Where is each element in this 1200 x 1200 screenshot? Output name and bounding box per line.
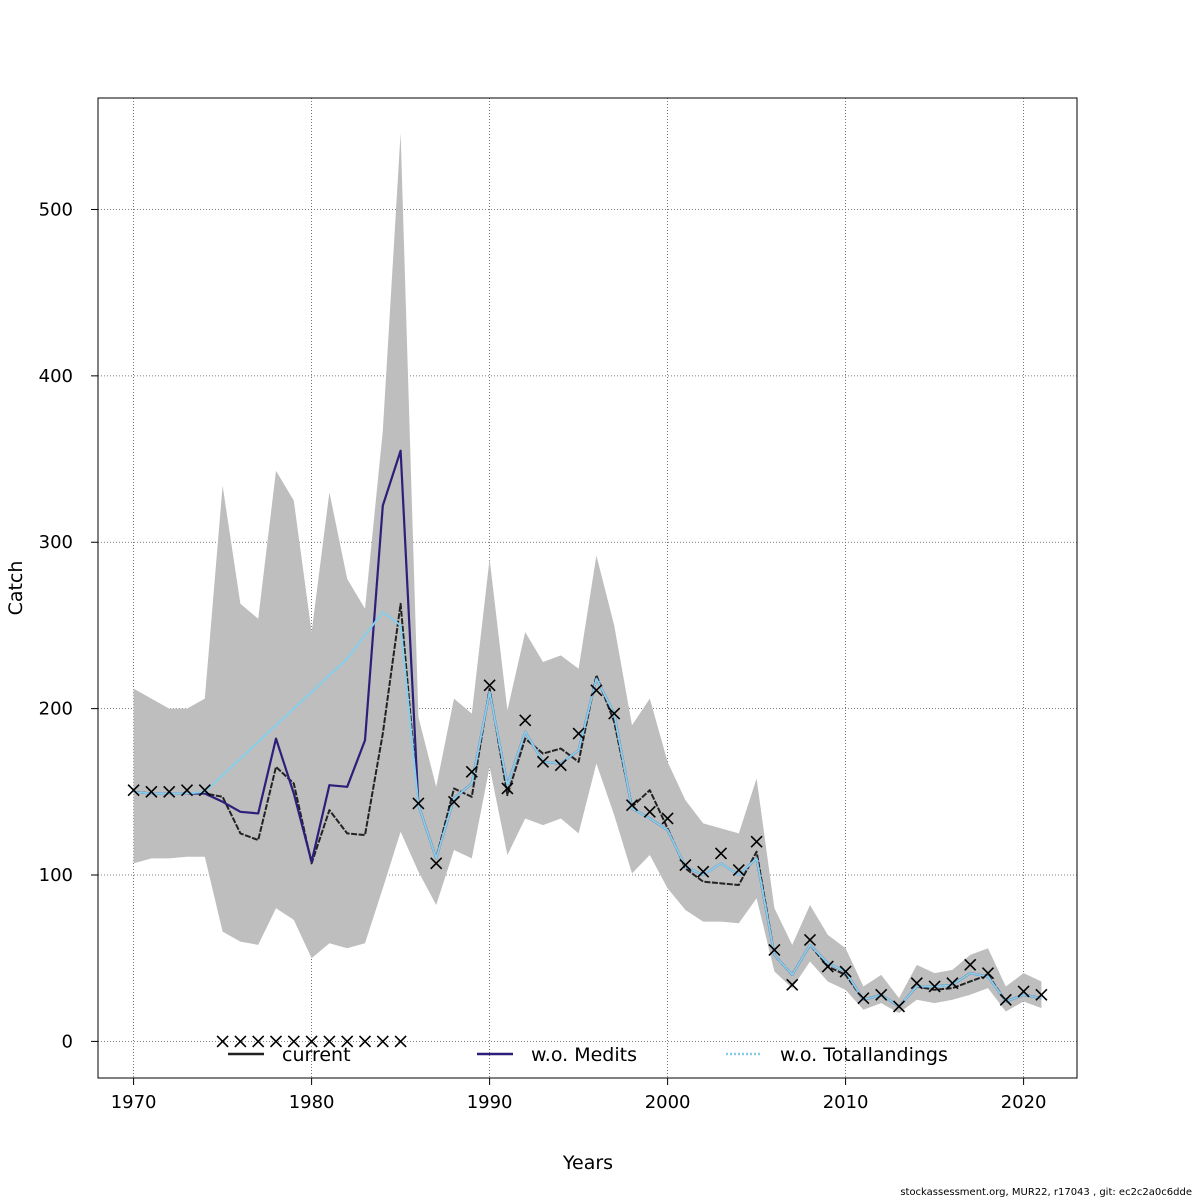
confidence-band-area: [133, 132, 1042, 1014]
x-tick-label: 2010: [823, 1092, 869, 1113]
observation-marker: [661, 812, 674, 825]
legend-label-wo-medits: w.o. Medits: [531, 1044, 637, 1066]
x-tick-label: 1970: [111, 1092, 157, 1113]
observation-marker: [252, 1035, 265, 1048]
observation-marker: [305, 1035, 318, 1048]
x-tick-label: 1980: [289, 1092, 335, 1113]
observation-marker: [928, 980, 941, 993]
observation-marker: [358, 1035, 372, 1048]
observation-marker: [323, 1035, 336, 1048]
observation-marker: [180, 784, 194, 797]
observation-marker: [216, 1035, 229, 1048]
observation-marker: [430, 857, 443, 870]
observation-marker: [269, 1035, 283, 1048]
observation-marker: [536, 755, 550, 768]
observation-marker: [572, 727, 585, 740]
observation-marker: [554, 759, 567, 772]
observation-marker: [697, 865, 710, 878]
observation-marker: [625, 799, 639, 812]
observation-marker: [376, 1035, 389, 1048]
observation-marker: [447, 795, 461, 808]
observation-marker: [839, 965, 852, 978]
observation-marker: [127, 784, 140, 797]
y-tick-label: 500: [39, 199, 73, 220]
observation-marker: [287, 1035, 300, 1048]
series-lines: [133, 449, 1042, 1008]
observation-marker: [643, 805, 656, 818]
observation-marker: [590, 684, 603, 697]
x-tick-label: 2000: [645, 1092, 691, 1113]
observation-marker: [198, 784, 211, 797]
observation-marker: [163, 785, 176, 798]
observation-markers: [127, 679, 1048, 1048]
y-tick-label: 300: [39, 532, 73, 553]
y-axis: 0 100 200 300 400 500: [39, 199, 98, 1052]
observation-marker: [892, 1000, 906, 1013]
observation-marker: [465, 765, 478, 778]
observation-marker: [821, 960, 834, 973]
observation-marker: [732, 863, 745, 877]
legend-label-current: current: [282, 1044, 351, 1066]
observation-marker: [857, 992, 870, 1005]
y-tick-label: 0: [62, 1031, 73, 1052]
observation-marker: [910, 977, 923, 990]
observation-marker: [1017, 985, 1030, 998]
observation-marker: [786, 978, 799, 991]
observation-marker: [750, 835, 763, 848]
observation-marker: [803, 933, 817, 946]
legend: current w.o. Medits w.o. Totallandings: [228, 1044, 948, 1066]
observation-marker: [875, 988, 888, 1001]
y-tick-label: 100: [39, 865, 73, 886]
y-axis-title: Catch: [5, 561, 27, 616]
x-tick-label: 1990: [467, 1092, 513, 1113]
observation-marker: [234, 1035, 247, 1048]
observation-marker: [946, 977, 959, 990]
legend-label-wo-totallandings: w.o. Totallandings: [780, 1044, 948, 1066]
observation-marker: [964, 958, 977, 971]
observation-marker: [412, 797, 425, 810]
observation-marker: [608, 707, 621, 720]
x-tick-label: 2020: [1001, 1092, 1047, 1113]
x-axis-title: Years: [562, 1152, 613, 1174]
observation-marker: [768, 943, 781, 956]
observation-marker: [519, 714, 532, 727]
footer-credit: stockassessment.org, MUR22, r17043 , git…: [900, 1187, 1192, 1198]
series-line-w-o-totallandings: [133, 611, 1042, 1008]
observation-marker: [145, 785, 158, 798]
observation-marker: [501, 782, 514, 795]
x-axis: 1970 1980 1990 2000 2010 2020: [111, 1078, 1047, 1113]
observation-marker: [981, 967, 995, 980]
observation-marker: [341, 1035, 354, 1048]
observation-marker: [999, 993, 1012, 1006]
observation-marker: [679, 858, 692, 872]
y-tick-label: 200: [39, 699, 73, 720]
observation-marker: [1035, 988, 1048, 1001]
observation-marker: [394, 1035, 407, 1048]
observation-marker: [483, 679, 496, 692]
confidence-band: [133, 132, 1042, 1014]
observation-marker: [714, 847, 728, 860]
plot-frame: [97, 97, 1078, 1079]
y-tick-label: 400: [39, 366, 73, 387]
